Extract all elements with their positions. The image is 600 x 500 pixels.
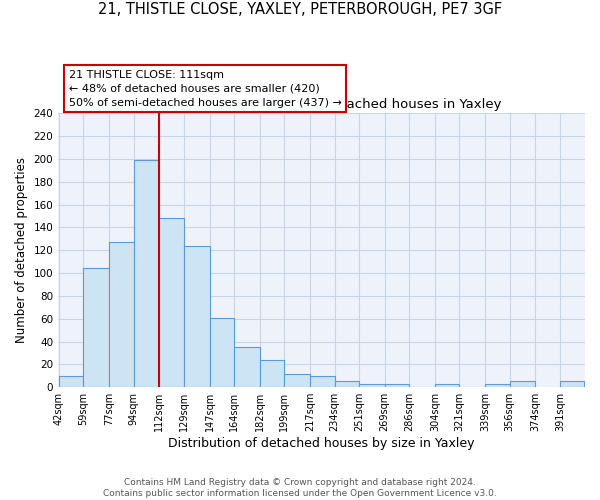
X-axis label: Distribution of detached houses by size in Yaxley: Distribution of detached houses by size … bbox=[169, 437, 475, 450]
Bar bbox=[184, 246, 209, 387]
Y-axis label: Number of detached properties: Number of detached properties bbox=[15, 157, 28, 343]
Title: Size of property relative to detached houses in Yaxley: Size of property relative to detached ho… bbox=[142, 98, 502, 110]
Bar bbox=[83, 268, 109, 387]
Bar bbox=[560, 382, 584, 387]
Bar bbox=[385, 384, 409, 387]
Bar bbox=[485, 384, 509, 387]
Bar bbox=[234, 347, 260, 387]
Bar bbox=[335, 382, 359, 387]
Bar bbox=[359, 384, 385, 387]
Bar bbox=[260, 360, 284, 387]
Text: 21, THISTLE CLOSE, YAXLEY, PETERBOROUGH, PE7 3GF: 21, THISTLE CLOSE, YAXLEY, PETERBOROUGH,… bbox=[98, 2, 502, 18]
Text: 21 THISTLE CLOSE: 111sqm
← 48% of detached houses are smaller (420)
50% of semi-: 21 THISTLE CLOSE: 111sqm ← 48% of detach… bbox=[69, 70, 341, 108]
Bar bbox=[284, 374, 310, 387]
Bar bbox=[435, 384, 460, 387]
Text: Contains HM Land Registry data © Crown copyright and database right 2024.
Contai: Contains HM Land Registry data © Crown c… bbox=[103, 478, 497, 498]
Bar bbox=[160, 218, 184, 387]
Bar bbox=[134, 160, 160, 387]
Bar bbox=[509, 382, 535, 387]
Bar bbox=[59, 376, 83, 387]
Bar bbox=[209, 318, 234, 387]
Bar bbox=[109, 242, 134, 387]
Bar bbox=[310, 376, 335, 387]
